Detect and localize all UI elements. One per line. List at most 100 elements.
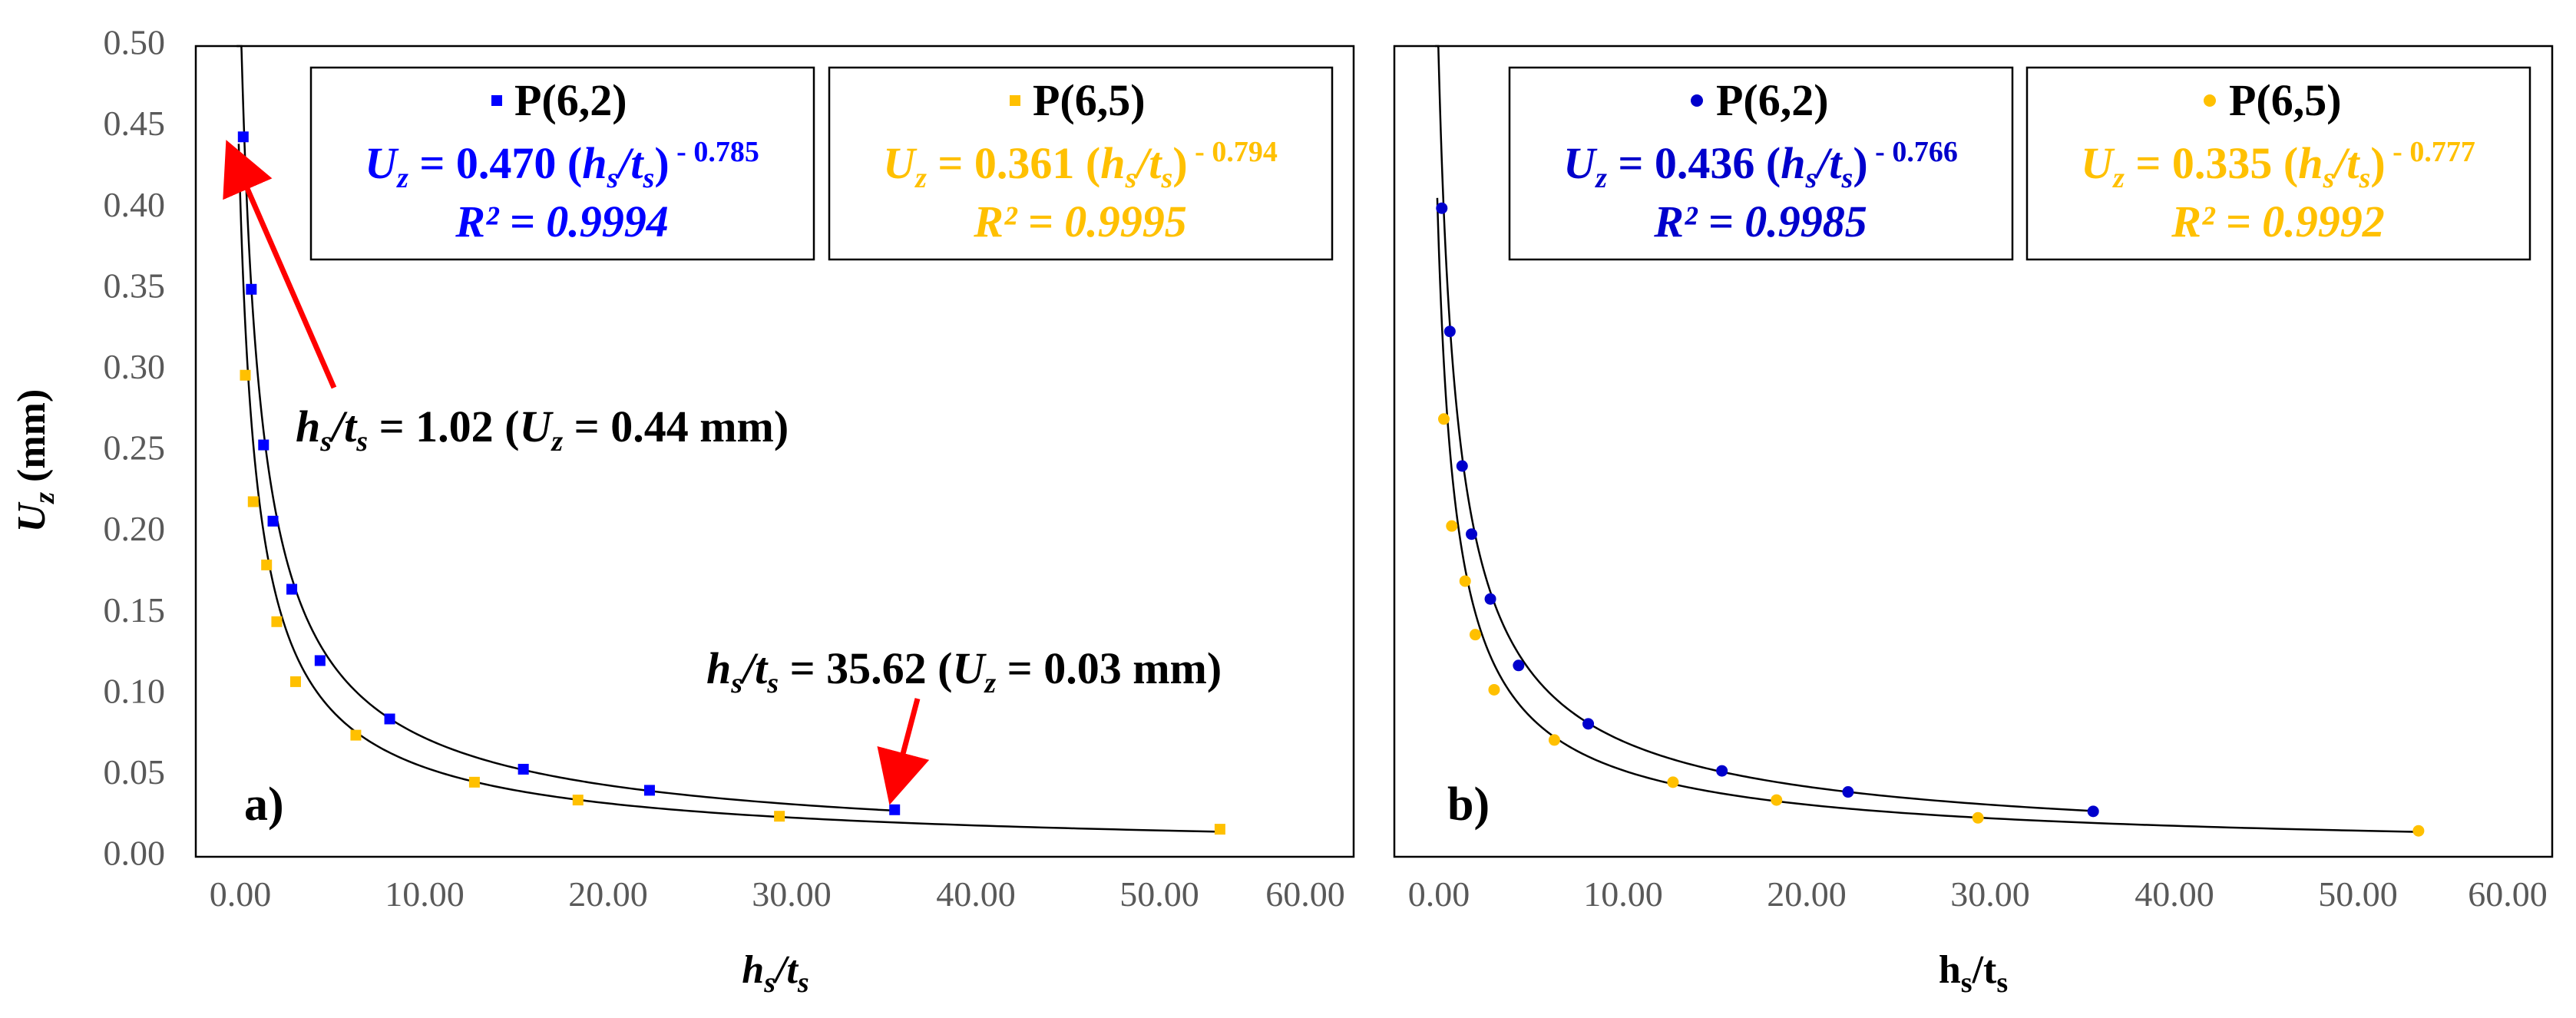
- y-tick-label: 0.35: [104, 266, 166, 305]
- fit-curve: [1435, 45, 2094, 812]
- x-tick-label: 50.00: [1119, 874, 1199, 914]
- panel-label-a: a): [244, 778, 284, 831]
- data-point: [314, 655, 326, 666]
- x-tick-label: 20.00: [568, 874, 648, 914]
- data-point: [1469, 629, 1481, 641]
- legend-series-name: P(6,2): [1716, 75, 1829, 125]
- data-point: [1667, 776, 1679, 788]
- y-axis-label-main: U: [10, 501, 54, 532]
- data-point: [1582, 718, 1595, 730]
- legend-marker-square: [1010, 95, 1020, 106]
- x-tick-label: 0.00: [1408, 874, 1470, 914]
- fit-curve: [236, 45, 895, 812]
- arrow-max-point: [223, 140, 337, 389]
- legend-equation: Uz = 0.470 (hs/ts) - 0.785: [365, 136, 759, 194]
- data-point: [518, 763, 529, 775]
- y-tick-label: 0.15: [104, 590, 166, 630]
- y-tick-label: 0.50: [104, 23, 166, 62]
- y-tick-labels: 0.00 0.05 0.10 0.15 0.20 0.25 0.30 0.35 …: [104, 23, 166, 873]
- fit-curve: [237, 144, 1220, 833]
- plot-area-b: [1435, 45, 2425, 837]
- legend-box-b-p62: P(6,2) Uz = 0.436 (hs/ts) - 0.766 R² = 0…: [1508, 66, 2014, 261]
- data-point: [258, 439, 270, 451]
- x-tick-labels-a: 0.00 10.00 20.00 30.00 40.00 50.00 60.00: [210, 874, 1345, 914]
- data-point: [1446, 520, 1458, 532]
- data-point: [572, 795, 584, 806]
- data-point: [237, 131, 249, 143]
- panel-a-frame: [194, 45, 1355, 858]
- x-tick-label: 40.00: [2135, 874, 2214, 914]
- data-point: [267, 515, 279, 527]
- y-tick-label: 0.10: [104, 671, 166, 710]
- legend-series-name: P(6,5): [1033, 75, 1146, 125]
- y-axis-label-sub: z: [28, 492, 61, 505]
- fit-curve: [1436, 197, 2419, 833]
- legend-series-name: P(6,2): [514, 75, 627, 125]
- data-point: [1466, 528, 1478, 540]
- x-axis-label-a: hs/ts: [742, 948, 809, 999]
- arrow-min-point: [877, 698, 930, 805]
- data-point: [1436, 202, 1448, 214]
- data-point: [2412, 825, 2425, 837]
- data-point: [1437, 413, 1450, 425]
- legend-marker-square: [491, 95, 502, 106]
- x-tick-label: 50.00: [2318, 874, 2398, 914]
- panel-b-frame: [1393, 45, 2554, 858]
- data-point: [468, 776, 480, 788]
- data-point: [247, 496, 259, 507]
- x-axis-label-b: hs/ts: [1939, 948, 2008, 999]
- x-axis-label-a-main: h: [742, 948, 764, 992]
- data-point: [889, 804, 901, 815]
- data-point: [1459, 575, 1471, 587]
- data-point: [1548, 734, 1560, 746]
- legend-box-a-p62: P(6,2) Uz = 0.470 (hs/ts) - 0.785 R² = 0…: [309, 66, 815, 261]
- legend-series-name: P(6,5): [2229, 75, 2342, 125]
- data-point: [1214, 824, 1225, 835]
- data-point: [2087, 805, 2099, 818]
- x-tick-label: 10.00: [1583, 874, 1663, 914]
- x-axis-label-b-sub1: s: [1961, 967, 1973, 999]
- x-tick-label: 30.00: [1950, 874, 2030, 914]
- legend-r2: R² = 0.9995: [973, 197, 1187, 246]
- x-tick-labels-b: 0.00 10.00 20.00 30.00 40.00 50.00 60.00: [1408, 874, 2548, 914]
- x-axis-label-a-sub1: s: [763, 967, 775, 999]
- data-point: [774, 811, 785, 822]
- data-point: [246, 283, 257, 295]
- legend-marker-circle: [2204, 94, 2216, 107]
- x-axis-label-b-main: h: [1939, 948, 1961, 992]
- data-point: [261, 559, 273, 570]
- y-axis-label: Uz (mm): [10, 389, 61, 533]
- legend-r2: R² = 0.9992: [2171, 197, 2385, 246]
- data-point: [1771, 794, 1783, 806]
- x-tick-label: 60.00: [2468, 874, 2548, 914]
- legend-box-a-p65: P(6,5) Uz = 0.361 (hs/ts) - 0.794 R² = 0…: [828, 66, 1334, 261]
- data-point: [240, 369, 251, 381]
- data-point: [1443, 326, 1456, 338]
- data-point: [384, 713, 395, 725]
- y-axis-label-unit: (mm): [10, 389, 54, 492]
- plot-area-a: [236, 45, 1225, 835]
- data-point: [286, 583, 298, 595]
- x-axis-label-a-sub2: s: [797, 967, 809, 999]
- data-point: [1972, 811, 1984, 824]
- data-point: [1456, 460, 1468, 472]
- annotation-min-point: hs/ts = 35.62 (Uz = 0.03 mm): [706, 643, 1222, 699]
- y-tick-label: 0.05: [104, 752, 166, 792]
- legend-r2: R² = 0.9985: [1653, 197, 1867, 246]
- y-tick-label: 0.30: [104, 347, 166, 386]
- data-point: [289, 676, 301, 687]
- x-axis-label-a-sep: /t: [772, 948, 799, 992]
- y-tick-label: 0.20: [104, 509, 166, 548]
- legend-equation: Uz = 0.335 (hs/ts) - 0.777: [2081, 136, 2475, 194]
- x-tick-label: 30.00: [752, 874, 832, 914]
- y-tick-label: 0.45: [104, 104, 166, 143]
- data-point: [1484, 593, 1496, 605]
- x-axis-label-b-sub2: s: [1996, 967, 2008, 999]
- data-point: [1842, 786, 1854, 798]
- legend-r2: R² = 0.9994: [455, 197, 669, 246]
- y-tick-label: 0.00: [104, 834, 166, 873]
- x-tick-label: 10.00: [385, 874, 465, 914]
- legend-marker-circle: [1691, 94, 1703, 107]
- data-point: [643, 785, 655, 796]
- x-tick-label: 20.00: [1767, 874, 1847, 914]
